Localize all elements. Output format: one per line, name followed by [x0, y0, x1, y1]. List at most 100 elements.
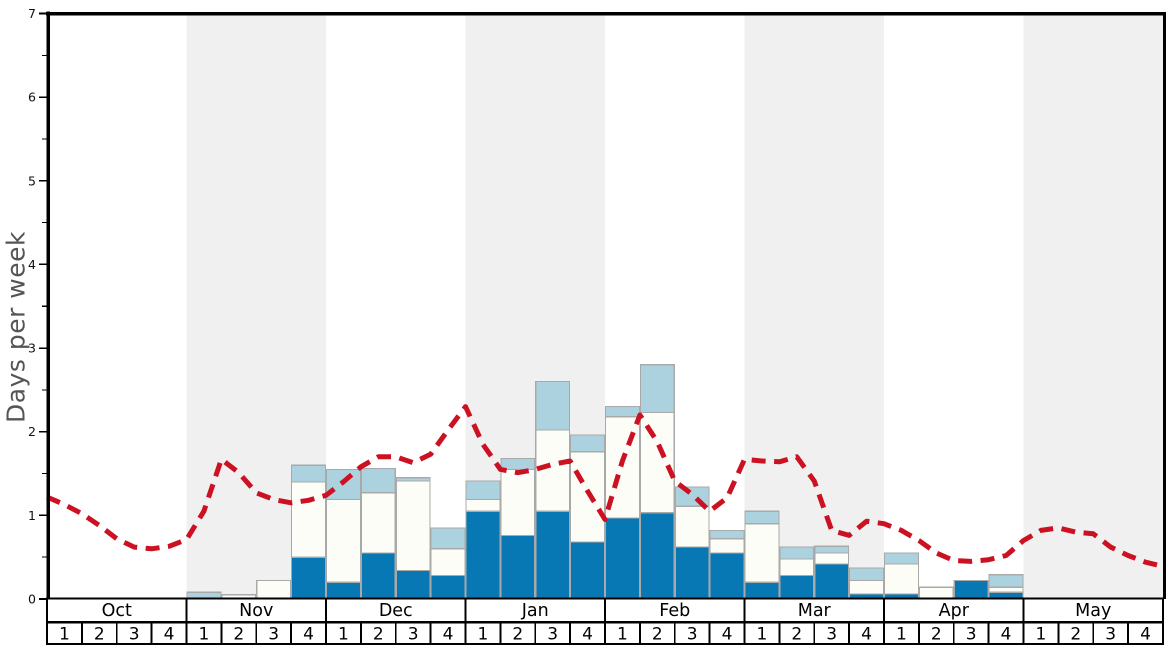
week-label: 1 — [199, 625, 210, 645]
week-label: 2 — [791, 625, 802, 645]
bar-segment-light-blue-days — [465, 480, 501, 501]
week-label: 1 — [617, 625, 628, 645]
bar-segment-light-blue-days — [988, 574, 1024, 588]
week-label: 2 — [94, 625, 105, 645]
bar-segment-light-blue-days — [744, 510, 780, 525]
bar-segment-dark-blue-days — [814, 563, 850, 600]
bar-segment-dark-blue-days — [744, 581, 780, 600]
bar-segment-light-blue-days — [604, 406, 640, 418]
month-label: May — [1075, 601, 1111, 621]
y-tick-label: 6 — [28, 90, 36, 105]
week-label: 1 — [896, 625, 907, 645]
bar-segment-white-days — [883, 563, 919, 595]
bar-segment-light-blue-days — [883, 552, 919, 565]
bar-segment-dark-blue-days — [953, 579, 989, 600]
bar-segment-white-days — [918, 586, 954, 600]
bar-segment-dark-blue-days — [604, 517, 640, 600]
week-label: 3 — [826, 625, 837, 645]
week-label: 4 — [861, 625, 872, 645]
week-label: 1 — [1036, 625, 1047, 645]
week-label: 4 — [582, 625, 593, 645]
bar-segment-white-days — [744, 523, 780, 583]
y-tick-label: 1 — [28, 508, 36, 523]
month-label: Apr — [939, 601, 970, 621]
week-label: 2 — [652, 625, 663, 645]
bar-segment-dark-blue-days — [395, 569, 431, 600]
week-label: 4 — [722, 625, 733, 645]
bar-segment-light-blue-days — [395, 477, 431, 482]
bar-segment-dark-blue-days — [500, 534, 536, 600]
month-label: Mar — [798, 601, 832, 621]
week-label: 1 — [478, 625, 489, 645]
bar-segment-white-days — [674, 505, 710, 548]
week-label: 2 — [233, 625, 244, 645]
bar-segment-dark-blue-days — [325, 581, 361, 600]
bar-segment-light-blue-days — [779, 546, 815, 560]
bar-segment-white-days — [535, 429, 571, 512]
bar-segment-white-days — [465, 498, 501, 512]
y-tick-label: 0 — [28, 592, 36, 607]
month-label: Jan — [521, 601, 549, 621]
bar-segment-white-days — [500, 468, 536, 537]
week-label: 3 — [966, 625, 977, 645]
bar-segment-dark-blue-days — [709, 552, 745, 600]
bar-segment-light-blue-days — [360, 467, 396, 494]
bar-segment-light-blue-days — [709, 529, 745, 540]
bar-segment-white-days — [814, 552, 850, 565]
week-label: 2 — [1070, 625, 1081, 645]
week-label: 2 — [512, 625, 523, 645]
week-label: 4 — [1140, 625, 1151, 645]
bar-segment-white-days — [291, 481, 327, 558]
y-tick-label: 7 — [28, 6, 36, 21]
bar-segment-dark-blue-days — [674, 546, 710, 600]
bar-segment-dark-blue-days — [360, 552, 396, 600]
week-cell — [1127, 621, 1164, 645]
week-label: 1 — [59, 625, 70, 645]
y-tick-label: 4 — [28, 257, 36, 272]
bar-segment-white-days — [849, 579, 885, 595]
bar-segment-light-blue-days — [500, 457, 536, 470]
bar-segment-light-blue-days — [535, 380, 571, 431]
bar-segment-light-blue-days — [570, 434, 606, 453]
y-axis-title: Days per week — [1, 231, 31, 423]
week-label: 4 — [443, 625, 454, 645]
bar-segment-light-blue-days — [291, 464, 327, 483]
bar-segment-white-days — [360, 492, 396, 554]
bar-segment-white-days — [779, 558, 815, 577]
bar-segment-white-days — [988, 586, 1024, 593]
bar-segment-light-blue-days — [849, 567, 885, 582]
bar-segment-dark-blue-days — [779, 574, 815, 600]
bar-segment-light-blue-days — [814, 545, 850, 554]
week-label: 2 — [373, 625, 384, 645]
week-label: 3 — [408, 625, 419, 645]
bar-segment-white-days — [570, 451, 606, 543]
month-label: Oct — [102, 601, 132, 621]
week-label: 4 — [303, 625, 314, 645]
bar-segment-white-days — [256, 579, 292, 600]
week-label: 3 — [129, 625, 140, 645]
week-label: 4 — [164, 625, 175, 645]
month-shade-band — [1023, 13, 1165, 599]
week-label: 3 — [1105, 625, 1116, 645]
week-label: 4 — [1001, 625, 1012, 645]
bar-segment-light-blue-days — [430, 527, 466, 550]
week-label: 3 — [268, 625, 279, 645]
bar-segment-white-days — [395, 480, 431, 572]
bar-segment-dark-blue-days — [570, 541, 606, 600]
month-label: Feb — [659, 601, 690, 621]
bar-segment-white-days — [430, 548, 466, 577]
bar-segment-dark-blue-days — [639, 512, 675, 600]
bar-segment-dark-blue-days — [291, 556, 327, 600]
week-label: 2 — [931, 625, 942, 645]
bar-segment-dark-blue-days — [535, 510, 571, 600]
week-label: 3 — [547, 625, 558, 645]
month-label: Nov — [239, 601, 273, 621]
week-label: 3 — [687, 625, 698, 645]
month-shade-band — [744, 13, 884, 599]
bar-segment-dark-blue-days — [465, 510, 501, 600]
y-tick-label: 5 — [28, 173, 36, 188]
bar-segment-light-blue-days — [639, 364, 675, 414]
red-dashed-line — [46, 404, 1164, 569]
